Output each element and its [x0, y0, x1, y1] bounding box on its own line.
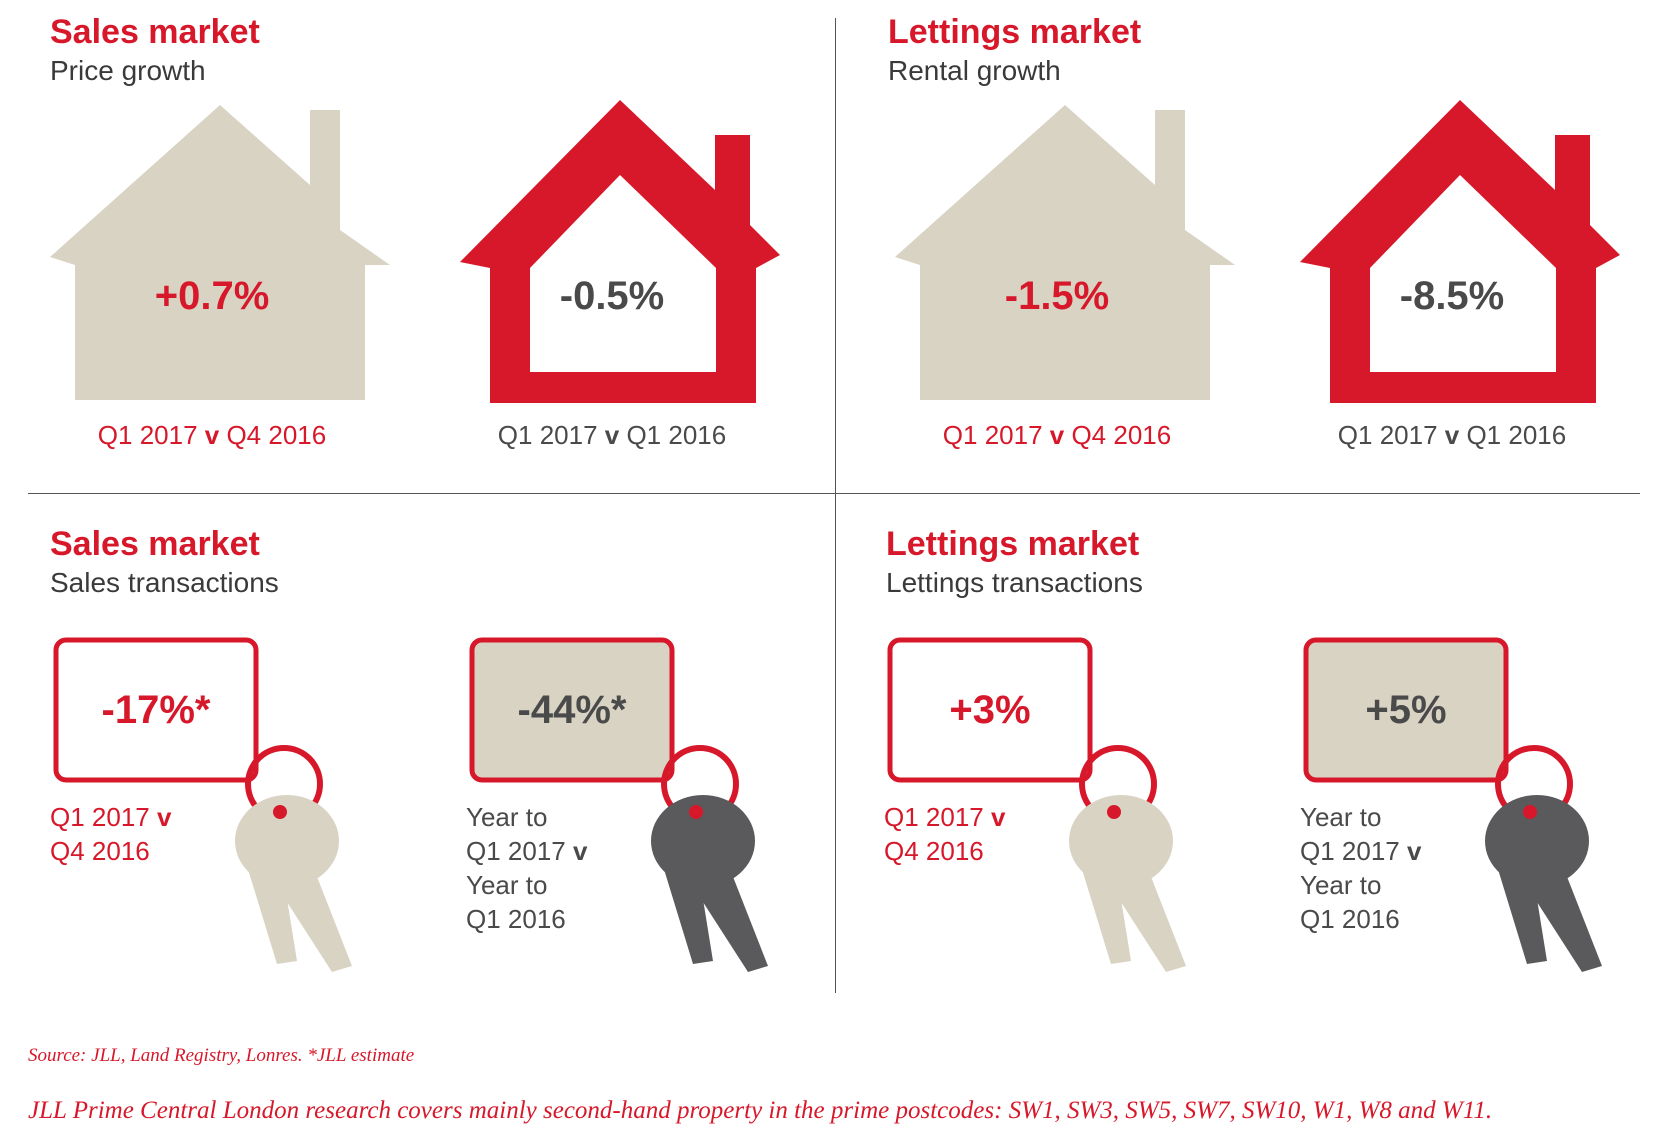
- sales-transactions-subtitle: Sales transactions: [50, 567, 279, 598]
- vertical-divider: [835, 18, 836, 993]
- lettings-rental-yoy-value: -8.5%: [1399, 274, 1505, 318]
- sales-price-qoq-value: +0.7%: [154, 274, 270, 318]
- lettings-rental-title: Lettings market: [888, 13, 1142, 51]
- lettings-rental-subtitle: Rental growth: [888, 55, 1061, 86]
- lettings-transactions-qoq-value: +3%: [949, 688, 1031, 732]
- lettings-transactions-title: Lettings market: [886, 525, 1140, 563]
- lettings-rental-qoq-value: -1.5%: [1004, 274, 1110, 318]
- sales-price-title: Sales market: [50, 13, 260, 51]
- lettings-transactions-subtitle: Lettings transactions: [886, 567, 1143, 598]
- key-tag-icon: [1303, 637, 1602, 972]
- sales-transactions-title: Sales market: [50, 525, 260, 563]
- house-beige-icon: [895, 105, 1235, 400]
- lettings-rental-yoy-caption: Q1 2017 v Q1 2016: [1337, 420, 1567, 450]
- sales-transactions-yoy-value: -44%*: [517, 688, 627, 732]
- sales-price-yoy-caption: Q1 2017 v Q1 2016: [497, 420, 727, 450]
- sales-transactions-qoq-value: -17%*: [101, 688, 211, 732]
- coverage-note: JLL Prime Central London research covers…: [28, 1097, 1493, 1124]
- lettings-transactions-qoq-caption: Q1 2017 v Q4 2016: [884, 802, 1006, 866]
- key-tag-icon: [469, 637, 768, 972]
- key-tag-icon: [887, 637, 1186, 972]
- sales-price-subtitle: Price growth: [50, 55, 206, 86]
- house-red-outline-icon: [460, 100, 780, 403]
- key-tag-icon: [53, 637, 352, 972]
- lettings-transactions-yoy-caption: Year to Q1 2017 v Year to Q1 2016: [1300, 802, 1422, 934]
- house-red-outline-icon: [1300, 100, 1620, 403]
- house-beige-icon: [50, 105, 390, 400]
- sales-transactions-yoy-caption: Year to Q1 2017 v Year to Q1 2016: [466, 802, 588, 934]
- sales-price-yoy-value: -0.5%: [559, 274, 665, 318]
- sales-price-qoq-caption: Q1 2017 v Q4 2016: [97, 420, 327, 450]
- horizontal-divider: [28, 493, 1640, 494]
- sales-transactions-qoq-caption: Q1 2017 v Q4 2016: [50, 802, 172, 866]
- source-note: Source: JLL, Land Registry, Lonres. *JLL…: [28, 1045, 415, 1066]
- lettings-transactions-yoy-value: +5%: [1365, 688, 1447, 732]
- lettings-rental-qoq-caption: Q1 2017 v Q4 2016: [942, 420, 1172, 450]
